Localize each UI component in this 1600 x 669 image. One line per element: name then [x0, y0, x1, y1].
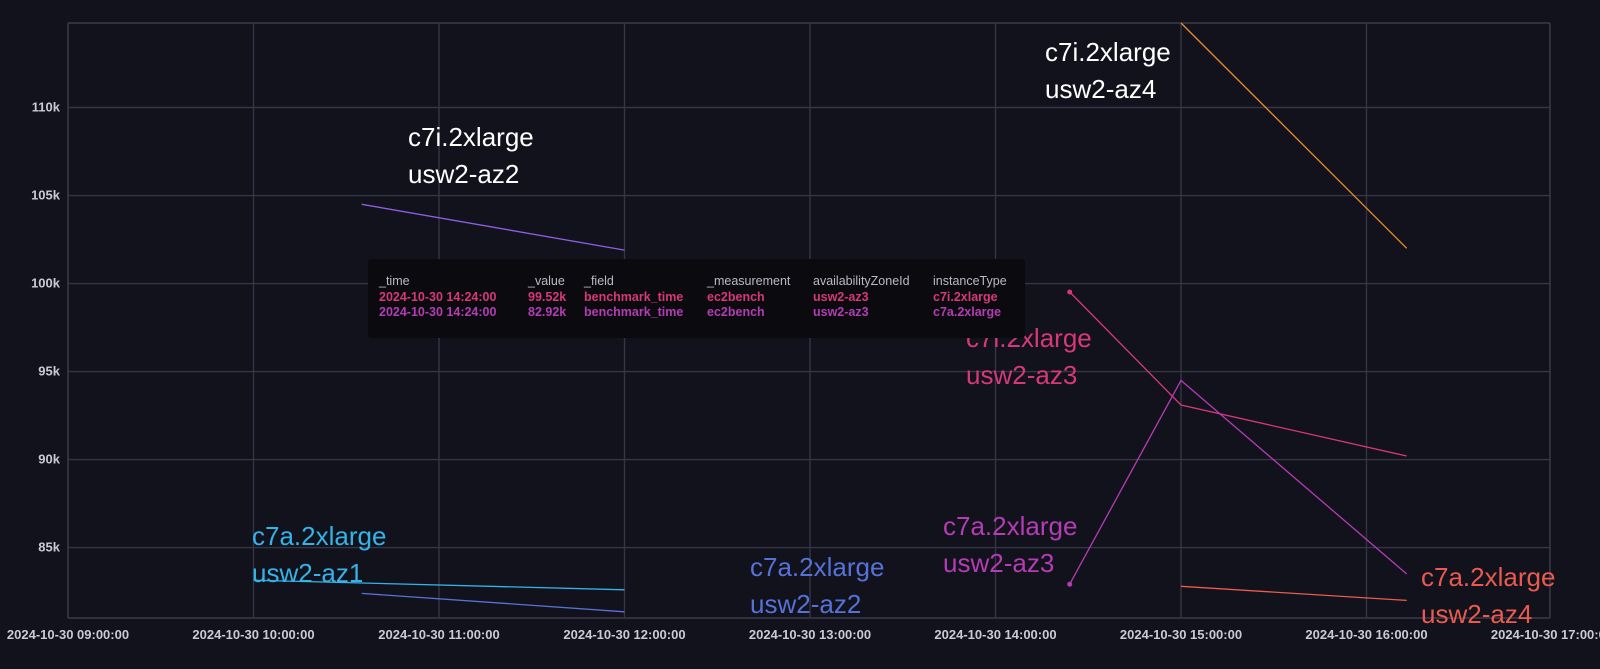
y-tick-label: 105k: [31, 188, 61, 203]
tooltip-cell: 82.92k: [528, 305, 567, 319]
series-annotation-line: usw2-az4: [1045, 74, 1156, 104]
tooltip-cell: 2024-10-30 14:24:00: [379, 290, 497, 304]
y-tick-label: 85k: [38, 540, 60, 555]
tooltip-cell: 99.52k: [528, 290, 567, 304]
series-annotation-line: usw2-az2: [408, 159, 519, 189]
series-annotation-line: usw2-az3: [966, 360, 1077, 390]
series-line: [1180, 585, 1407, 602]
tooltip-header-time: _time: [379, 274, 410, 288]
tooltip-cell: ec2bench: [707, 290, 765, 304]
series-annotation: c7i.2xlarge usw2-az3: [966, 323, 1092, 390]
series-line: [1069, 379, 1408, 585]
series-annotation: c7a.2xlarge usw2-az2: [750, 552, 884, 619]
tooltip-header-field: _field: [584, 274, 614, 288]
series-line: [253, 579, 625, 591]
y-tick-label: 100k: [31, 276, 61, 291]
x-tick-label: 2024-10-30 12:00:00: [563, 627, 685, 642]
series-annotation-line: usw2-az2: [750, 589, 861, 619]
series-annotation: c7a.2xlarge usw2-az3: [943, 511, 1077, 578]
tooltip-cell: benchmark_time: [584, 290, 684, 304]
hover-point: [1067, 289, 1073, 295]
series-annotation: c7i.2xlarge usw2-az2: [408, 122, 534, 189]
series-annotation-line: c7a.2xlarge: [252, 521, 386, 551]
x-tick-label: 2024-10-30 09:00:00: [7, 627, 129, 642]
x-tick-label: 2024-10-30 11:00:00: [378, 627, 499, 642]
series-line: [1180, 22, 1408, 249]
y-tick-label: 110k: [32, 99, 61, 114]
x-tick-label: 2024-10-30 14:00:00: [934, 627, 1056, 642]
tooltip-cell: 2024-10-30 14:24:00: [379, 305, 497, 319]
tooltip-row: 2024-10-30 14:24:00 82.92k benchmark_tim…: [368, 305, 1025, 321]
tooltip-header-value: _value: [528, 274, 565, 288]
y-axis-ticks: 85k 90k 95k 100k 105k 110k: [31, 99, 61, 554]
tooltip-cell: c7i.2xlarge: [933, 290, 998, 304]
x-tick-label: 2024-10-30 17:00:00: [1491, 627, 1600, 642]
series-line: [361, 592, 625, 613]
x-tick-label: 2024-10-30 13:00:00: [749, 627, 871, 642]
series-annotation-line: usw2-az1: [252, 558, 363, 588]
tooltip-header-instance: instanceType: [933, 274, 1007, 288]
x-tick-label: 2024-10-30 10:00:00: [192, 627, 314, 642]
series-annotation-line: c7i.2xlarge: [408, 122, 534, 152]
series-lines: [253, 22, 1408, 613]
tooltip-cell: usw2-az3: [813, 290, 869, 304]
series-annotation: c7a.2xlarge usw2-az4: [1421, 562, 1555, 629]
y-tick-label: 90k: [38, 452, 60, 467]
series-annotation-line: c7a.2xlarge: [1421, 562, 1555, 592]
hover-point: [1067, 581, 1073, 587]
series-annotation-line: usw2-az3: [943, 548, 1054, 578]
x-tick-label: 2024-10-30 15:00:00: [1120, 627, 1242, 642]
tooltip-row: 2024-10-30 14:24:00 99.52k benchmark_tim…: [368, 290, 1025, 306]
series-line: [361, 203, 625, 251]
series-annotation: c7a.2xlarge usw2-az1: [252, 521, 386, 588]
tooltip-header-measurement: _measurement: [707, 274, 791, 288]
y-tick-label: 95k: [38, 364, 60, 379]
series-line: [1069, 291, 1407, 457]
x-axis-ticks: 2024-10-30 09:00:00 2024-10-30 10:00:00 20…: [7, 627, 1600, 642]
series-annotation: c7i.2xlarge usw2-az4: [1045, 37, 1171, 104]
series-annotation-line: c7i.2xlarge: [1045, 37, 1171, 67]
tooltip-cell: usw2-az3: [813, 305, 869, 319]
tooltip-cell: ec2bench: [707, 305, 765, 319]
x-tick-label: 2024-10-30 16:00:00: [1305, 627, 1427, 642]
tooltip-cell: c7a.2xlarge: [933, 305, 1002, 319]
tooltip-cell: benchmark_time: [584, 305, 684, 319]
tooltip-header-az: availabilityZoneId: [813, 274, 910, 288]
series-annotation-line: usw2-az4: [1421, 599, 1532, 629]
hover-tooltip: _time _value _field _measurement availab…: [368, 259, 1025, 338]
series-annotation-line: c7a.2xlarge: [750, 552, 884, 582]
series-annotation-line: c7a.2xlarge: [943, 511, 1077, 541]
